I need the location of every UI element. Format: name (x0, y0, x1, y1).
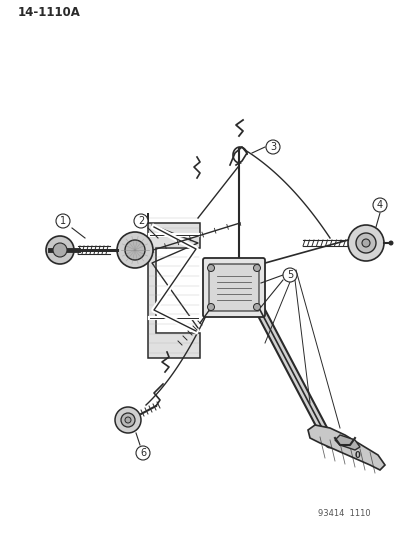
Circle shape (125, 240, 145, 260)
Circle shape (253, 303, 260, 311)
Circle shape (136, 446, 150, 460)
Circle shape (355, 233, 375, 253)
Text: 5: 5 (286, 270, 292, 280)
Circle shape (207, 264, 214, 271)
Circle shape (253, 264, 260, 271)
Circle shape (207, 303, 214, 311)
Polygon shape (307, 425, 384, 470)
Circle shape (134, 214, 147, 228)
Text: 14-1110A: 14-1110A (18, 6, 81, 20)
Text: 6: 6 (140, 448, 146, 458)
Polygon shape (147, 213, 199, 358)
Circle shape (117, 232, 153, 268)
Text: 1: 1 (60, 216, 66, 226)
FancyBboxPatch shape (202, 258, 264, 317)
Circle shape (361, 239, 369, 247)
Text: 0: 0 (354, 450, 360, 459)
Text: 93414  1110: 93414 1110 (317, 508, 370, 518)
FancyBboxPatch shape (209, 264, 259, 311)
Circle shape (125, 417, 131, 423)
Circle shape (56, 214, 70, 228)
Circle shape (387, 240, 392, 246)
Circle shape (266, 140, 279, 154)
Text: 3: 3 (269, 142, 275, 152)
Circle shape (115, 407, 141, 433)
Text: 2: 2 (138, 216, 144, 226)
Circle shape (282, 268, 296, 282)
Circle shape (46, 236, 74, 264)
Circle shape (347, 225, 383, 261)
Circle shape (372, 198, 386, 212)
Circle shape (121, 413, 135, 427)
Text: 4: 4 (376, 200, 382, 210)
Polygon shape (334, 435, 359, 450)
Circle shape (53, 243, 67, 257)
